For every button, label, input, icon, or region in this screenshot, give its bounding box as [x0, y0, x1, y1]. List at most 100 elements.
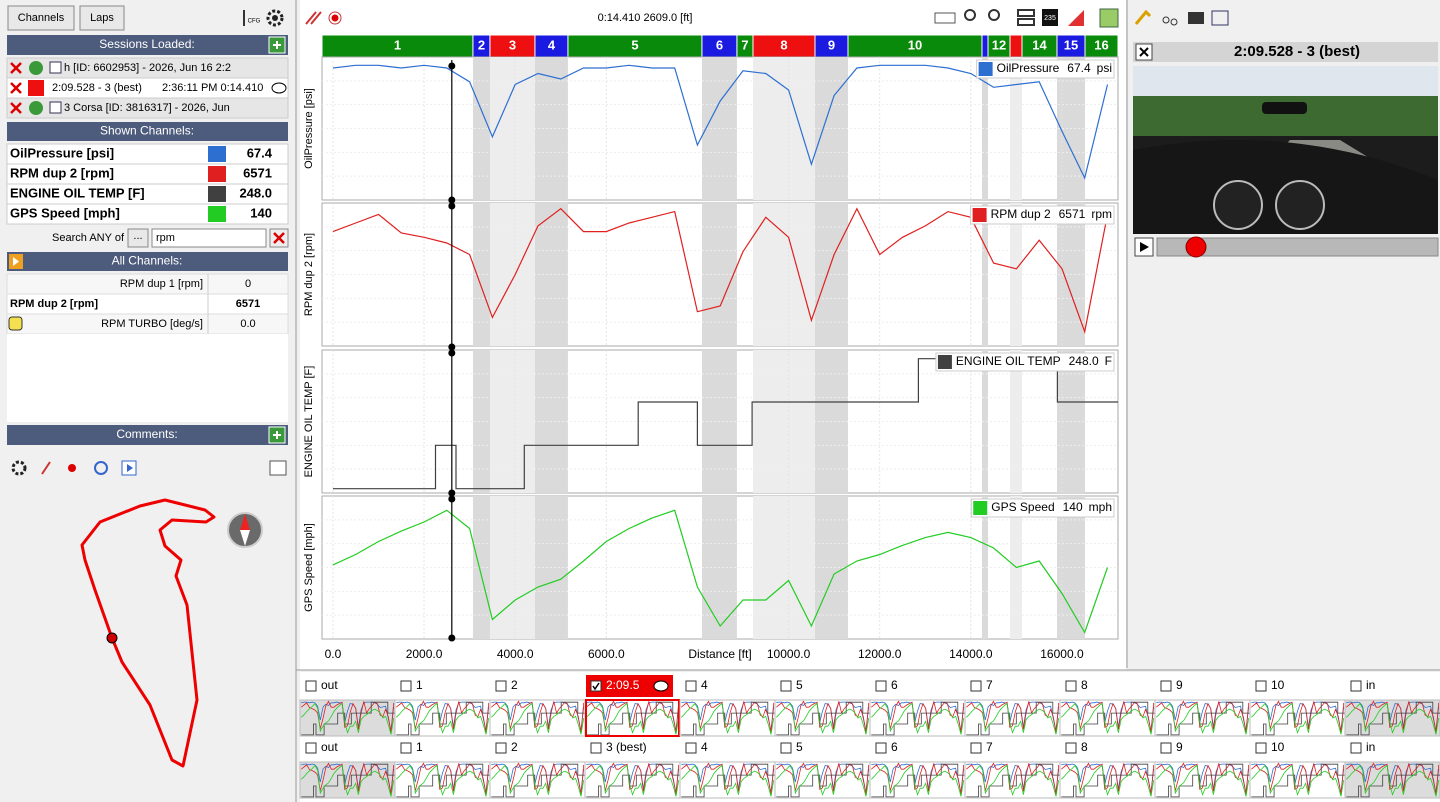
lap-mini-line — [776, 700, 870, 733]
map-tools[interactable] — [11, 460, 287, 476]
corner-shade — [472, 350, 490, 493]
remove-icon[interactable] — [10, 62, 22, 74]
lap-checkbox[interactable] — [400, 742, 412, 754]
lap-mini-line — [681, 701, 775, 731]
lap-checkbox[interactable] — [875, 680, 887, 692]
lap-strip[interactable] — [1249, 761, 1346, 799]
lap-checkbox[interactable] — [1255, 742, 1267, 754]
icon-badge — [1042, 9, 1058, 26]
lap-mini-line — [1061, 700, 1155, 733]
slider-knob[interactable] — [1185, 236, 1207, 258]
lap-checkbox[interactable] — [1350, 680, 1362, 692]
lap-strip[interactable] — [869, 699, 966, 737]
remove-icon[interactable] — [10, 82, 22, 94]
lap-checkbox[interactable] — [590, 742, 602, 754]
laps-tab[interactable] — [79, 5, 125, 31]
lap-strip[interactable] — [489, 761, 586, 799]
legend-unit: mph — [1089, 500, 1112, 514]
lap-strip[interactable] — [774, 761, 871, 799]
lap-selected-tag — [586, 675, 673, 697]
settings-icon[interactable] — [266, 9, 284, 27]
legend-value: 248.0 — [1069, 354, 1099, 368]
lap-checkbox[interactable] — [780, 680, 792, 692]
lap-strip[interactable] — [299, 699, 396, 737]
cursor-handle — [448, 489, 456, 497]
segment[interactable] — [981, 34, 989, 58]
lap-mini-line — [301, 763, 395, 793]
record-icons[interactable] — [305, 11, 342, 25]
lap-checkbox[interactable] — [590, 680, 602, 692]
channel-value: 248.0 — [239, 185, 272, 200]
icon-wand — [1134, 9, 1152, 25]
channels-tab[interactable] — [7, 5, 75, 31]
lap-checkbox[interactable] — [685, 680, 697, 692]
lap-strip[interactable] — [679, 699, 776, 737]
lap-checkbox[interactable] — [400, 680, 412, 692]
lap-strip[interactable] — [394, 761, 491, 799]
lap-strip[interactable] — [1059, 699, 1156, 737]
lap-checkbox[interactable] — [1350, 742, 1362, 754]
segment-label: 10 — [908, 37, 922, 52]
lap-strip[interactable] — [774, 699, 871, 737]
lap-strip[interactable] — [584, 699, 681, 737]
lap-mini-line — [1061, 763, 1155, 798]
lap-checkbox[interactable] — [780, 742, 792, 754]
lap-strip[interactable] — [964, 761, 1061, 799]
lap-checkbox[interactable] — [1255, 680, 1267, 692]
lap-strip[interactable] — [584, 761, 681, 799]
lap-mini-line — [301, 764, 395, 797]
lap-strip[interactable] — [869, 761, 966, 799]
video-slider[interactable] — [1156, 237, 1439, 257]
lap-checkbox[interactable] — [875, 742, 887, 754]
lap-checkbox[interactable] — [305, 680, 317, 692]
badge-label: 235 — [1044, 15, 1056, 22]
lap-checkbox[interactable] — [1065, 742, 1077, 754]
lap-strip[interactable] — [1154, 761, 1251, 799]
lap-label: 8 — [1081, 740, 1088, 754]
lap-mini-line — [396, 763, 490, 793]
tab-label[interactable]: Channels — [18, 12, 65, 24]
cfg-label[interactable]: CFG — [248, 19, 261, 25]
video-tools[interactable] — [1134, 9, 1229, 26]
lap-checkbox[interactable] — [495, 680, 507, 692]
lap-label: 2 — [511, 678, 518, 692]
lap-checkbox[interactable] — [495, 742, 507, 754]
lap-checkbox[interactable] — [970, 742, 982, 754]
visible-icon[interactable] — [271, 82, 287, 94]
lap-strip[interactable] — [489, 699, 586, 737]
lap-checkbox[interactable] — [305, 742, 317, 754]
lap-label: 2 — [511, 740, 518, 754]
lap-strip[interactable] — [299, 761, 396, 799]
lap-strip[interactable] — [679, 761, 776, 799]
info-icon[interactable] — [29, 101, 43, 115]
lap-checkbox[interactable] — [1160, 680, 1172, 692]
legend-box — [935, 352, 1115, 372]
lap-mini-line — [871, 762, 965, 795]
lap-label: 1 — [416, 740, 423, 754]
lap-strip[interactable] — [1344, 761, 1440, 799]
lap-strip[interactable] — [1344, 699, 1440, 737]
lap-mini-line — [1346, 700, 1440, 733]
lap-mini-line — [1061, 763, 1155, 793]
tab-label[interactable]: Laps — [90, 12, 114, 24]
lap-checkbox[interactable] — [685, 742, 697, 754]
segment[interactable] — [1009, 34, 1023, 58]
lap-strip[interactable] — [1154, 699, 1251, 737]
lap-strip[interactable] — [1059, 761, 1156, 799]
info-icon[interactable] — [29, 61, 43, 75]
lap-checkbox[interactable] — [1065, 680, 1077, 692]
x-tick-label: 2000.0 — [406, 647, 443, 661]
lap-strip[interactable] — [1249, 699, 1346, 737]
chart-tools[interactable]: 235 — [934, 8, 1119, 28]
lap-strip[interactable] — [964, 699, 1061, 737]
icon-image — [1211, 10, 1229, 26]
search-input[interactable] — [151, 228, 267, 248]
search-options[interactable] — [127, 228, 149, 248]
track-map — [80, 498, 216, 768]
cursor-readout: 0:14.410 2609.0 [ft] — [598, 12, 693, 24]
remove-icon[interactable] — [10, 102, 22, 114]
lap-strip[interactable] — [394, 699, 491, 737]
lap-checkbox[interactable] — [1160, 742, 1172, 754]
corner-shade — [981, 57, 989, 200]
lap-checkbox[interactable] — [970, 680, 982, 692]
